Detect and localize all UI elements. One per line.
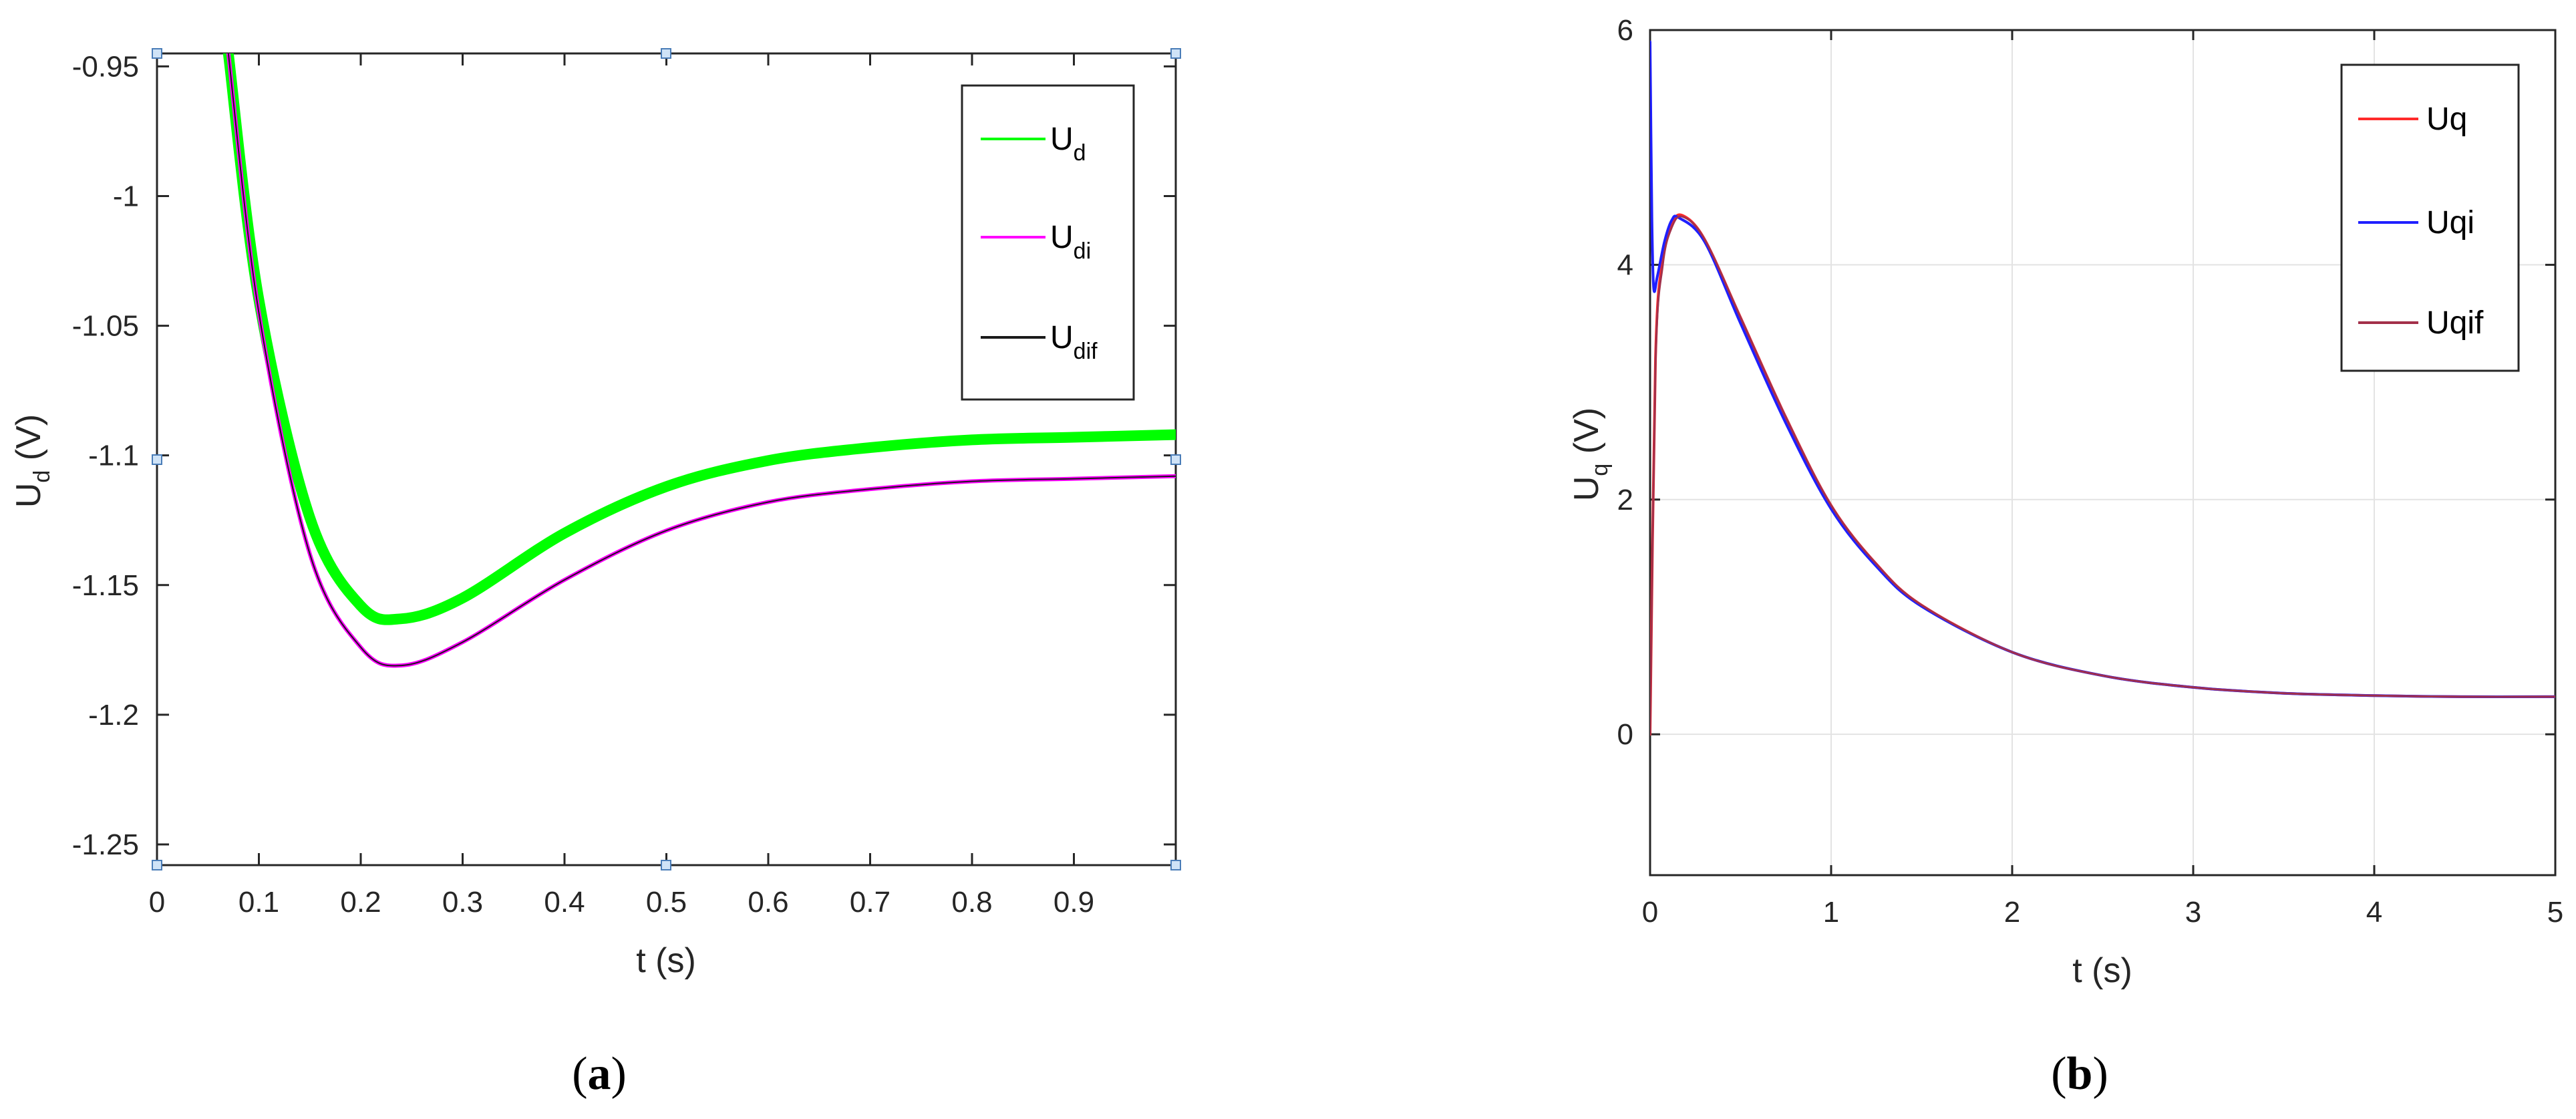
legend-entry-label: Uq xyxy=(2426,102,2467,137)
x-ticks-b: 0 1 2 3 4 5 xyxy=(1642,30,2563,929)
y-tick-label: -1.05 xyxy=(72,310,139,343)
y-tick-label: -1.2 xyxy=(88,699,139,732)
x-axis-label-a: t (s) xyxy=(636,941,696,980)
x-tick-label: 5 xyxy=(2547,896,2563,929)
series-lines-a xyxy=(222,53,1176,668)
chart-panel-a: 0 0.1 0.2 0.3 0.4 0.5 0.6 0.7 0.8 0.9 -0.95 -1 -1.0… xyxy=(9,48,1181,1100)
x-ticks-a: 0 0.1 0.2 0.3 0.4 0.5 0.6 0.7 0.8 0.9 xyxy=(149,53,1094,919)
x-tick-label: 0.6 xyxy=(748,886,788,919)
y-tick-label: 2 xyxy=(1617,484,1633,516)
legend-b: Uq Uqi Uqif xyxy=(2340,63,2520,372)
series-lines-b xyxy=(1650,40,2555,736)
plot-frame-b xyxy=(1649,29,2557,876)
x-tick-label: 3 xyxy=(2185,896,2201,929)
x-tick-label: 0.4 xyxy=(544,886,585,919)
x-tick-label: 0 xyxy=(1642,896,1658,929)
x-tick-label: 0.1 xyxy=(238,886,279,919)
y-tick-label: 6 xyxy=(1617,14,1633,47)
x-tick-label: 0.8 xyxy=(951,886,992,919)
y-tick-label: -1.15 xyxy=(72,569,139,602)
panel-caption-b: (b) xyxy=(2051,1048,2108,1100)
selection-handle[interactable] xyxy=(661,860,671,870)
selection-handle[interactable] xyxy=(1170,860,1181,870)
x-tick-label: 4 xyxy=(2366,896,2382,929)
y-tick-label: -0.95 xyxy=(72,50,139,83)
legend-entry-label: Ud xyxy=(1050,122,1086,166)
legend-entry-label: Uqi xyxy=(2426,205,2474,241)
y-tick-label: -1.25 xyxy=(72,828,139,861)
x-axis-label-b: t (s) xyxy=(2072,951,2132,990)
series-line-udif xyxy=(227,53,1176,667)
x-tick-label: 0.3 xyxy=(442,886,483,919)
x-tick-label: 0 xyxy=(149,886,165,919)
y-tick-label: 0 xyxy=(1617,718,1633,751)
legend-entry-label: Uqif xyxy=(2426,305,2484,341)
selection-handle[interactable] xyxy=(152,454,162,465)
series-line-uqif xyxy=(1650,215,2555,736)
x-tick-label: 0.7 xyxy=(850,886,891,919)
y-axis-label-a: Ud (V) xyxy=(9,414,55,508)
panel-caption-a: (a) xyxy=(572,1048,627,1100)
series-line-ud xyxy=(222,53,1176,625)
legend-a: Ud Udi Udif xyxy=(961,84,1135,401)
x-tick-label: 0.5 xyxy=(646,886,687,919)
selection-handle[interactable] xyxy=(152,860,162,870)
y-tick-label: -1 xyxy=(113,180,139,212)
selection-handles-a xyxy=(152,48,1181,870)
y-axis-label-b: Uq (V) xyxy=(1567,408,1613,501)
chart-panel-b: 0 1 2 3 4 5 0 2 4 6 t (s) Uq (V) Uq Uqi Uqif (b) xyxy=(1567,14,2563,1100)
selection-handle[interactable] xyxy=(152,48,162,59)
legend-entry-label: Udi xyxy=(1050,220,1091,264)
x-tick-label: 0.2 xyxy=(340,886,381,919)
selection-handle[interactable] xyxy=(1170,48,1181,59)
selection-handle[interactable] xyxy=(1170,454,1181,465)
y-tick-label: -1.1 xyxy=(88,440,139,472)
x-tick-label: 0.9 xyxy=(1054,886,1094,919)
x-tick-label: 2 xyxy=(2004,896,2020,929)
x-tick-label: 1 xyxy=(1823,896,1839,929)
y-tick-label: 4 xyxy=(1617,249,1633,281)
legend-entry-label: Udif xyxy=(1050,320,1098,364)
y-ticks-b: 0 2 4 6 xyxy=(1617,14,2555,751)
selection-handle[interactable] xyxy=(661,48,671,59)
y-ticks-a: -0.95 -1 -1.05 -1.1 -1.15 -1.2 -1.25 xyxy=(72,50,1176,861)
